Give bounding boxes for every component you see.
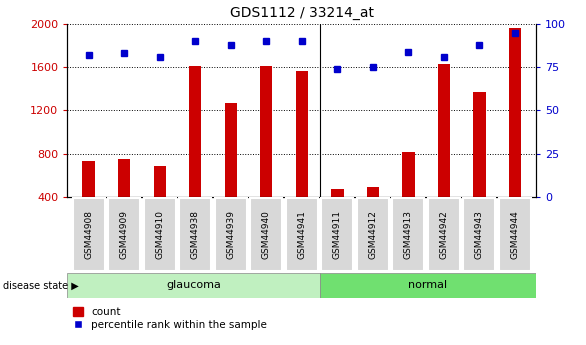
FancyBboxPatch shape bbox=[286, 198, 318, 271]
Text: glaucoma: glaucoma bbox=[166, 280, 221, 290]
Title: GDS1112 / 33214_at: GDS1112 / 33214_at bbox=[230, 6, 374, 20]
Text: GSM44912: GSM44912 bbox=[369, 210, 377, 259]
Bar bbox=[295, 71, 308, 197]
Text: GSM44944: GSM44944 bbox=[510, 210, 519, 259]
Bar bbox=[473, 92, 486, 197]
Text: GSM44908: GSM44908 bbox=[84, 210, 93, 259]
FancyBboxPatch shape bbox=[250, 198, 282, 271]
Text: GSM44942: GSM44942 bbox=[440, 210, 448, 259]
FancyBboxPatch shape bbox=[73, 198, 105, 271]
Bar bbox=[402, 152, 414, 197]
Text: GSM44939: GSM44939 bbox=[226, 210, 235, 259]
Bar bbox=[224, 104, 237, 197]
Bar bbox=[154, 167, 166, 197]
FancyBboxPatch shape bbox=[499, 198, 531, 271]
Bar bbox=[189, 66, 202, 197]
Bar bbox=[260, 66, 272, 197]
Text: GSM44938: GSM44938 bbox=[191, 210, 200, 259]
FancyBboxPatch shape bbox=[108, 198, 140, 271]
Text: GSM44941: GSM44941 bbox=[297, 210, 306, 259]
FancyBboxPatch shape bbox=[67, 273, 319, 298]
FancyBboxPatch shape bbox=[393, 198, 424, 271]
Text: GSM44909: GSM44909 bbox=[120, 210, 129, 259]
FancyBboxPatch shape bbox=[319, 273, 536, 298]
Text: GSM44910: GSM44910 bbox=[155, 210, 164, 259]
Text: GSM44913: GSM44913 bbox=[404, 210, 413, 259]
Text: GSM44911: GSM44911 bbox=[333, 210, 342, 259]
Bar bbox=[367, 187, 379, 197]
Text: disease state ▶: disease state ▶ bbox=[3, 280, 79, 290]
FancyBboxPatch shape bbox=[144, 198, 176, 271]
Legend: count, percentile rank within the sample: count, percentile rank within the sample bbox=[73, 307, 267, 330]
Bar bbox=[118, 159, 131, 197]
Bar bbox=[331, 189, 343, 197]
FancyBboxPatch shape bbox=[215, 198, 247, 271]
FancyBboxPatch shape bbox=[428, 198, 460, 271]
Bar bbox=[509, 29, 521, 197]
Text: normal: normal bbox=[408, 280, 448, 290]
Text: GSM44943: GSM44943 bbox=[475, 210, 484, 259]
Text: GSM44940: GSM44940 bbox=[262, 210, 271, 259]
FancyBboxPatch shape bbox=[321, 198, 353, 271]
FancyBboxPatch shape bbox=[464, 198, 495, 271]
Bar bbox=[438, 63, 450, 197]
FancyBboxPatch shape bbox=[179, 198, 211, 271]
Bar bbox=[83, 161, 95, 197]
FancyBboxPatch shape bbox=[357, 198, 389, 271]
